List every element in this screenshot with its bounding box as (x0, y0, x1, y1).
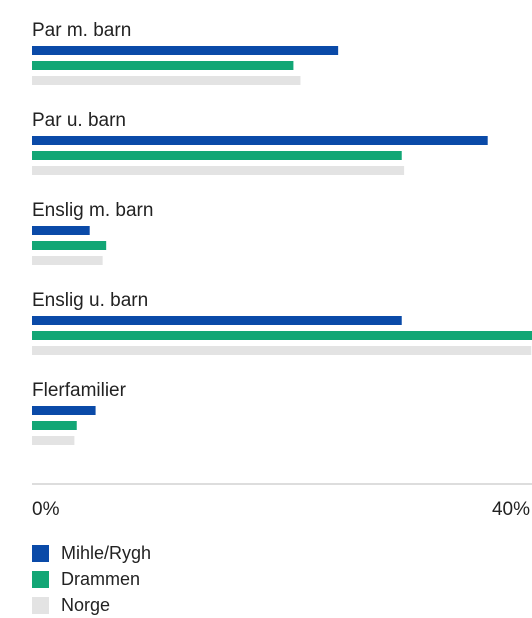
legend: Mihle/Rygh Drammen Norge (32, 540, 151, 618)
legend-label: Drammen (61, 568, 141, 589)
legend-label: Norge (61, 594, 111, 615)
bar-drammen (32, 331, 532, 340)
legend-item: Mihle/Rygh (32, 540, 151, 566)
bar-norge (32, 256, 103, 265)
bar-norge (32, 436, 75, 445)
legend-swatch (32, 570, 49, 588)
category-label: Flerfamilier (32, 380, 127, 401)
x-tick-label: 0% (32, 499, 60, 520)
legend-item: Norge (32, 592, 151, 618)
legend-swatch (32, 544, 49, 562)
legend-swatch (32, 596, 49, 614)
bar-mihle-rygh (32, 316, 402, 325)
bar-chart: Par m. barn Par u. barn Enslig m. barn Ensl… (32, 20, 532, 520)
bar-norge (32, 346, 532, 355)
bar-mihle-rygh (32, 406, 96, 415)
category-label: Enslig u. barn (32, 290, 148, 311)
category-label: Par u. barn (32, 110, 126, 131)
bar-mihle-rygh (32, 226, 90, 235)
bar-mihle-rygh (32, 46, 339, 55)
legend-label: Mihle/Rygh (61, 542, 152, 563)
bar-mihle-rygh (32, 136, 488, 145)
legend-item: Drammen (32, 566, 151, 592)
category-label: Par m. barn (32, 20, 131, 41)
bar-drammen (32, 151, 402, 160)
bar-norge (32, 166, 405, 175)
category-label: Enslig m. barn (32, 200, 153, 221)
bar-drammen (32, 61, 294, 70)
bar-drammen (32, 241, 107, 250)
x-tick-label: 40% (492, 499, 530, 520)
bar-norge (32, 76, 301, 85)
bar-drammen (32, 421, 77, 430)
